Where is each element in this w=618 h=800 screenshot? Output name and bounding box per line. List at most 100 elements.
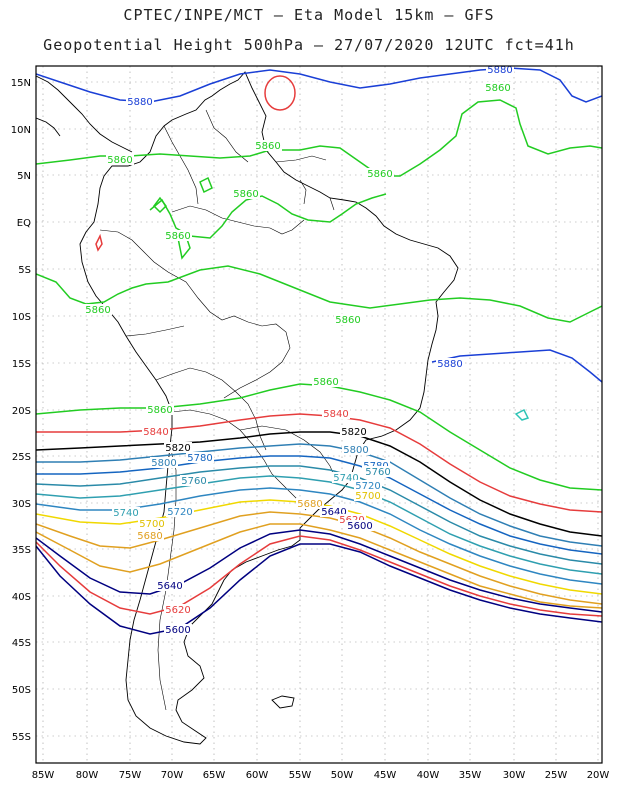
contour-label: 5780	[187, 453, 212, 464]
contour-label: 5740	[333, 473, 358, 484]
central-america-coastline	[36, 75, 133, 153]
map-frame	[35, 65, 603, 764]
contour-label: 5740	[113, 508, 138, 519]
longitude-label: 50W	[331, 770, 354, 781]
contour-label: 5860	[367, 169, 392, 180]
latitude-label: 15S	[12, 359, 31, 370]
chile-argentina-border	[157, 445, 177, 711]
contour-label-background	[322, 408, 350, 419]
contour-label: 5840	[323, 409, 348, 420]
latitude-label: 25S	[12, 452, 31, 463]
contour-label: 5640	[321, 507, 346, 518]
contour-5880-small	[514, 408, 530, 421]
contour-label-background	[366, 168, 394, 179]
contour-label-background	[164, 624, 192, 635]
longitude-label: 40W	[417, 770, 440, 781]
latitude-label: EQ	[17, 218, 31, 229]
contour-label-background	[362, 460, 390, 471]
longitude-label: 70W	[161, 770, 184, 781]
latitude-label: 50S	[12, 685, 31, 696]
map-background	[36, 66, 602, 763]
contour-5780	[36, 455, 602, 555]
contour-label: 5860	[485, 83, 510, 94]
contour-label-background	[84, 304, 112, 315]
longitude-label: 45W	[374, 770, 397, 781]
contour-label: 5880	[127, 97, 152, 108]
contour-label-background	[296, 498, 324, 509]
contour-label: 5880	[437, 359, 462, 370]
contour-label-background	[486, 64, 514, 75]
latitude-label: 15N	[11, 78, 31, 89]
contour-label-background	[166, 506, 194, 517]
contour-label-background	[354, 490, 382, 501]
contour-label-background	[150, 457, 178, 468]
contour-label: 5840	[143, 427, 168, 438]
contour-5740	[36, 475, 602, 575]
latitude-label: 35S	[12, 545, 31, 556]
contour-label-background	[142, 426, 170, 437]
contour-label: 5600	[165, 625, 190, 636]
contour-label-background	[164, 230, 192, 241]
map-title-line2: Geopotential Height 500hPa – 27/07/2020 …	[43, 36, 575, 54]
contour-label: 5680	[297, 499, 322, 510]
contour-label-background	[164, 442, 192, 453]
contour-label: 5800	[343, 445, 368, 456]
contour-label-background	[320, 506, 348, 517]
longitude-label: 85W	[32, 770, 55, 781]
contour-label: 5640	[157, 581, 182, 592]
coastlines-and-borders	[36, 71, 459, 745]
contour-label: 5720	[167, 507, 192, 518]
contour-5680	[36, 511, 602, 605]
latitude-label: 5S	[18, 265, 31, 276]
contour-label-background	[186, 452, 214, 463]
contour-label-background	[332, 472, 360, 483]
contour-label-background	[112, 507, 140, 518]
contour-label: 5860	[335, 315, 360, 326]
contour-label: 5720	[355, 481, 380, 492]
contour-label-background	[180, 475, 208, 486]
latitude-label: 20S	[12, 406, 31, 417]
contour-5860-middle	[36, 265, 602, 323]
contour-label-background	[106, 154, 134, 165]
contour-label-background	[484, 82, 512, 93]
contour-label: 5620	[165, 605, 190, 616]
falkland-islands	[271, 695, 295, 709]
contour-label-background	[156, 580, 184, 591]
contour-label: 5820	[165, 443, 190, 454]
latitude-label: 55S	[12, 732, 31, 743]
contour-label: 5860	[85, 305, 110, 316]
latitude-label: 45S	[12, 638, 31, 649]
contour-label-background	[354, 480, 382, 491]
contour-label-background	[346, 520, 374, 531]
contour-5880-closed	[264, 75, 296, 111]
contour-label: 5860	[313, 377, 338, 388]
latitude-label: 5N	[17, 171, 31, 182]
contour-label: 5700	[139, 519, 164, 530]
axis-labels: 15N 10N 5N EQ 5S 10S 15S 20S 25S 30S 35S 40S 45S 50S 5…	[11, 78, 610, 781]
contour-label: 5820	[341, 427, 366, 438]
map-title-line1: CPTEC/INPE/MCT – Eta Model 15km – GFS	[123, 6, 495, 24]
longitude-label: 60W	[246, 770, 269, 781]
contour-label: 5700	[355, 491, 380, 502]
longitude-label: 80W	[76, 770, 99, 781]
contour-label-background	[232, 188, 260, 199]
latitude-label: 40S	[12, 592, 31, 603]
contour-label-background	[138, 518, 166, 529]
contour-label: 5860	[147, 405, 172, 416]
contour-label-background	[338, 514, 366, 525]
longitude-label: 65W	[203, 770, 226, 781]
contour-label-background	[340, 426, 368, 437]
contour-labels: 5880 5880 5880 5860 5860 5860 5860 5860 5860 5860…	[84, 64, 514, 636]
country-borders	[99, 109, 337, 511]
contour-label: 5860	[107, 155, 132, 166]
contour-label: 5860	[233, 189, 258, 200]
longitude-label: 75W	[119, 770, 142, 781]
contour-label: 5800	[151, 458, 176, 469]
contour-5660	[36, 523, 602, 609]
contour-5600	[36, 543, 602, 635]
contour-label-background	[334, 314, 362, 325]
caribbean-coastline	[36, 117, 61, 137]
contour-label-background	[312, 376, 340, 387]
contour-label: 5600	[347, 521, 372, 532]
